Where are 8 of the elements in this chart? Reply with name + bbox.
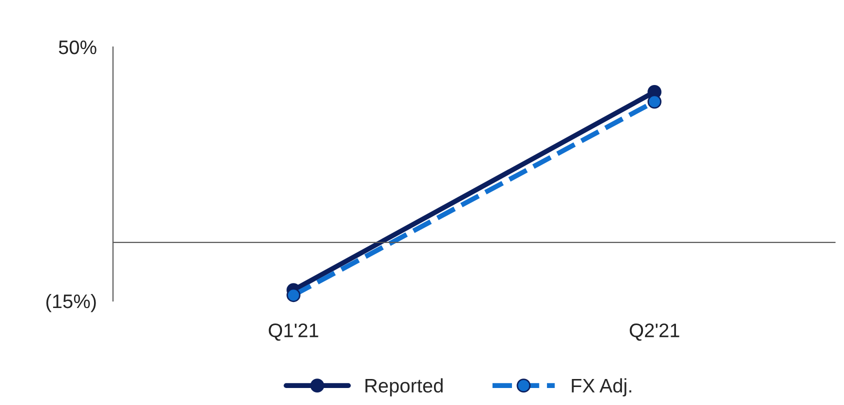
x-tick-label: Q1'21 — [268, 324, 318, 341]
point — [648, 94, 662, 109]
y-tick-label: (15%) — [46, 294, 96, 312]
legend-label: Reported — [366, 378, 443, 396]
legend-label: FX Adj. — [572, 378, 632, 396]
y-tick-label: 50% — [58, 40, 96, 54]
x-tick-label: Q2'21 — [630, 324, 680, 341]
point — [286, 288, 300, 302]
